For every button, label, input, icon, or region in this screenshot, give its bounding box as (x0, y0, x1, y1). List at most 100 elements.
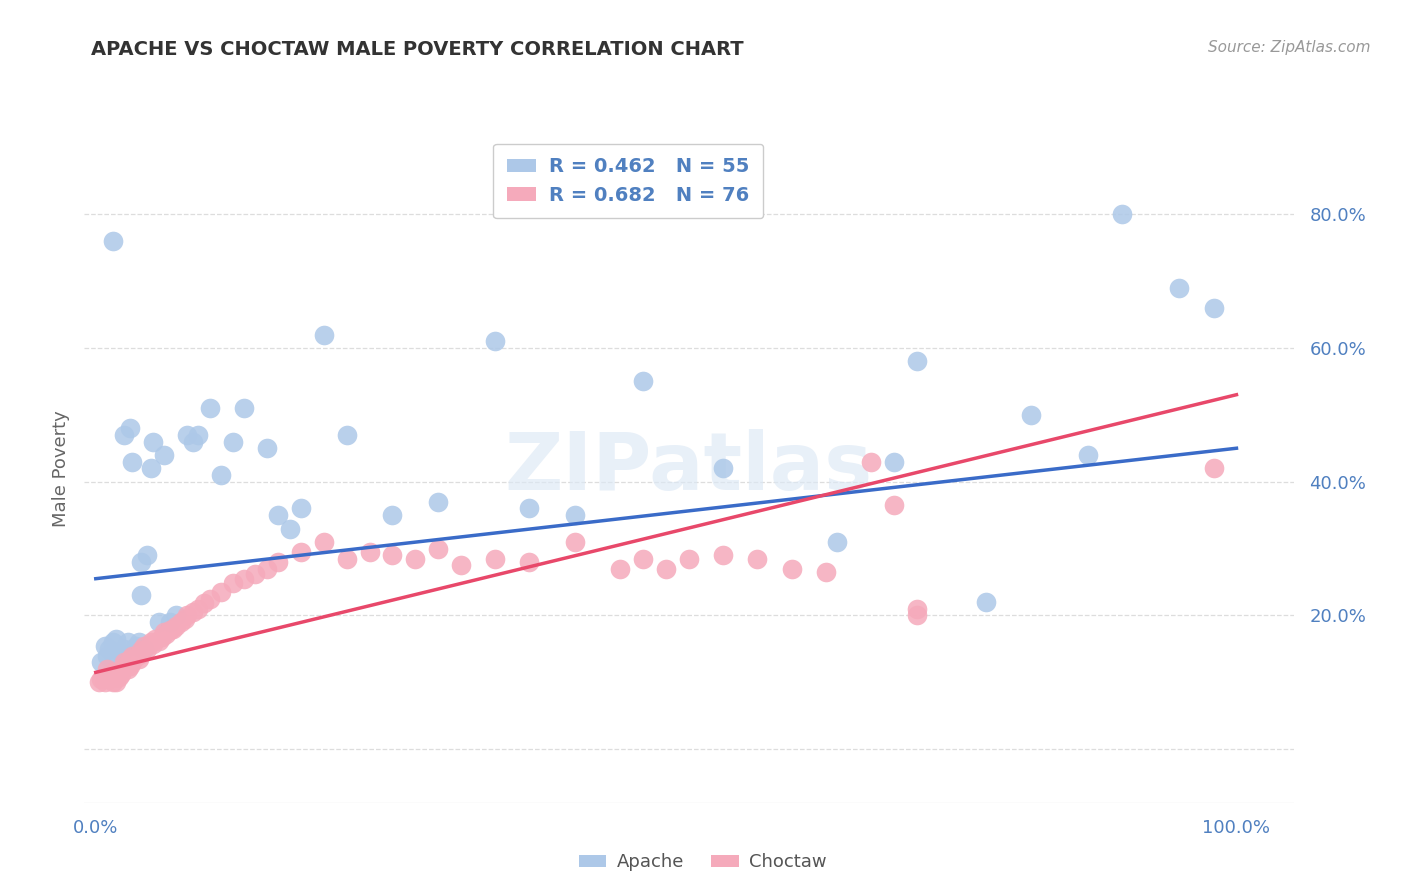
Point (110, 645, 132, 659)
Point (101, 675, 124, 690)
Point (107, 648, 129, 663)
Point (105, 670, 128, 684)
Point (121, 655, 143, 669)
Point (132, 639, 155, 653)
Point (96, 648, 118, 663)
Point (564, 508, 586, 523)
Point (162, 622, 184, 636)
Point (290, 545, 312, 559)
Point (747, 551, 769, 566)
Point (121, 455, 143, 469)
Point (110, 664, 132, 678)
Point (198, 401, 221, 416)
Point (107, 665, 129, 680)
Text: APACHE VS CHOCTAW MALE POVERTY CORRELATION CHART: APACHE VS CHOCTAW MALE POVERTY CORRELATI… (91, 40, 744, 59)
Point (678, 551, 700, 566)
Point (905, 602, 928, 616)
Point (290, 501, 312, 516)
Point (1111, 207, 1133, 221)
Point (148, 615, 170, 630)
Point (90, 672, 112, 686)
Point (112, 642, 135, 657)
Point (139, 461, 162, 475)
Point (118, 421, 141, 435)
Point (187, 602, 209, 616)
Point (110, 667, 132, 681)
Point (148, 633, 170, 648)
Point (336, 428, 359, 442)
Point (159, 615, 181, 630)
Point (96, 662, 118, 676)
Point (181, 605, 204, 619)
Point (221, 576, 243, 591)
Point (176, 428, 198, 442)
Point (1168, 281, 1191, 295)
Point (381, 548, 404, 563)
Point (1077, 448, 1099, 462)
Point (90, 655, 112, 669)
Point (450, 558, 472, 573)
Point (131, 648, 153, 662)
Point (131, 589, 153, 603)
Point (96, 669, 118, 683)
Point (136, 548, 159, 563)
Point (883, 498, 905, 512)
Point (1019, 408, 1042, 422)
Point (221, 434, 243, 449)
Point (121, 648, 143, 663)
Point (159, 623, 181, 637)
Point (517, 555, 540, 569)
Point (142, 637, 165, 651)
Point (1202, 461, 1225, 475)
Point (1202, 301, 1225, 315)
Point (125, 649, 148, 664)
Point (181, 434, 204, 449)
Point (153, 448, 176, 462)
Point (517, 501, 540, 516)
Point (143, 632, 166, 646)
Point (905, 608, 928, 623)
Point (118, 658, 141, 673)
Point (209, 585, 232, 599)
Point (633, 551, 655, 566)
Point (105, 632, 128, 646)
Point (176, 608, 198, 623)
Point (170, 615, 193, 630)
Point (128, 652, 150, 666)
Point (94, 675, 117, 690)
Point (359, 545, 381, 559)
Point (100, 669, 122, 683)
Point (336, 551, 359, 566)
Point (112, 428, 135, 442)
Point (484, 334, 506, 349)
Point (564, 535, 586, 549)
Y-axis label: Male Poverty: Male Poverty (52, 410, 70, 526)
Point (131, 643, 153, 657)
Point (117, 657, 139, 671)
Point (153, 625, 176, 640)
Point (633, 375, 655, 389)
Point (155, 627, 177, 641)
Point (267, 508, 290, 523)
Point (142, 434, 165, 449)
Point (98, 672, 121, 686)
Point (381, 508, 404, 523)
Point (883, 455, 905, 469)
Point (427, 541, 450, 556)
Point (245, 567, 267, 582)
Point (117, 635, 139, 649)
Point (278, 521, 301, 535)
Point (711, 548, 734, 563)
Legend: R = 0.462   N = 55, R = 0.682   N = 76: R = 0.462 N = 55, R = 0.682 N = 76 (494, 144, 763, 219)
Point (427, 494, 450, 508)
Point (139, 635, 162, 649)
Point (117, 662, 139, 676)
Point (256, 562, 278, 576)
Point (165, 608, 187, 623)
Point (94, 639, 117, 653)
Text: Source: ZipAtlas.com: Source: ZipAtlas.com (1208, 40, 1371, 55)
Point (711, 461, 734, 475)
Point (655, 562, 678, 576)
Point (312, 535, 335, 549)
Point (112, 655, 135, 669)
